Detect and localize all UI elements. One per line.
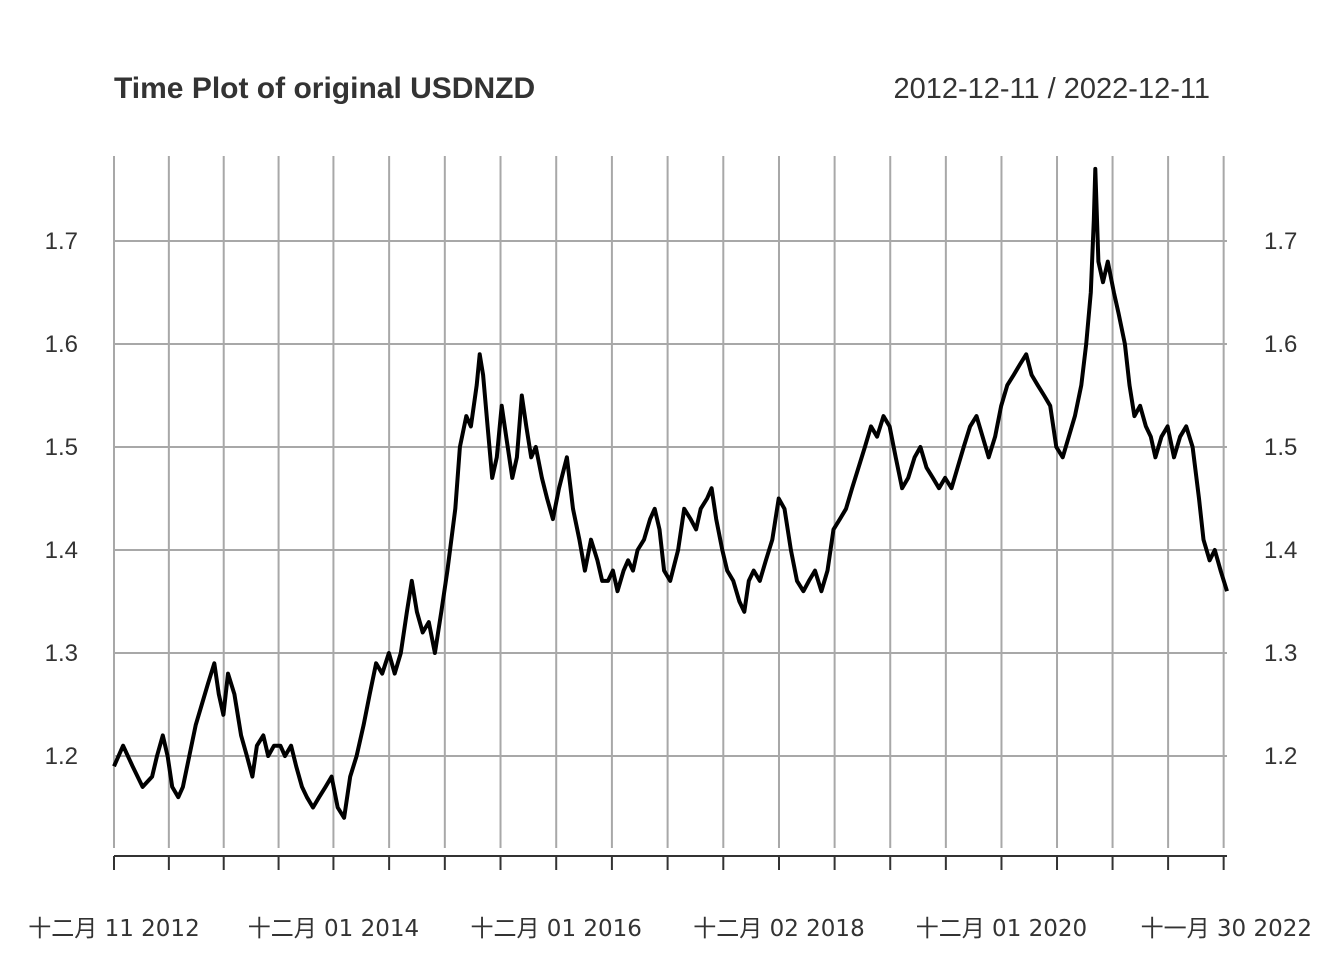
x-tick-label: 十二月 01 2020 [916, 916, 1087, 942]
usdnzd-series-line [112, 166, 1229, 820]
y-axis-left-labels: 1.2 1.3 1.4 1.5 1.6 1.7 [45, 228, 78, 770]
y-tick-label-left: 1.3 [45, 640, 78, 667]
x-axis-labels: 十二月 11 2012 十二月 01 2014 十二月 01 2016 十二月 02 … [28, 916, 1312, 942]
y-tick-label-right: 1.7 [1264, 228, 1297, 255]
y-tick-label-left: 1.5 [45, 434, 78, 461]
y-tick-label-left: 1.4 [45, 537, 78, 564]
y-tick-label-left: 1.2 [45, 743, 78, 770]
x-tick-label: 十二月 01 2016 [471, 916, 642, 942]
y-tick-label-right: 1.6 [1264, 331, 1297, 358]
x-tick-label: 十二月 02 2018 [693, 916, 864, 942]
chart-title: Time Plot of original USDNZD [114, 72, 535, 105]
x-axis [113, 855, 1227, 870]
y-tick-label-left: 1.7 [45, 228, 78, 255]
date-range-label: 2012-12-11 / 2022-12-11 [893, 73, 1210, 105]
y-tick-label-left: 1.6 [45, 331, 78, 358]
y-tick-label-right: 1.3 [1264, 640, 1297, 667]
x-tick-label: 十一月 30 2022 [1141, 916, 1312, 942]
x-tick-label: 十二月 01 2014 [248, 916, 419, 942]
y-tick-label-right: 1.5 [1264, 434, 1297, 461]
horizontal-gridlines [114, 240, 1227, 757]
y-axis-right-labels: 1.2 1.3 1.4 1.5 1.6 1.7 [1264, 228, 1297, 770]
x-tick-label: 十二月 11 2012 [28, 916, 199, 942]
y-tick-label-right: 1.4 [1264, 537, 1297, 564]
y-tick-label-right: 1.2 [1264, 743, 1297, 770]
